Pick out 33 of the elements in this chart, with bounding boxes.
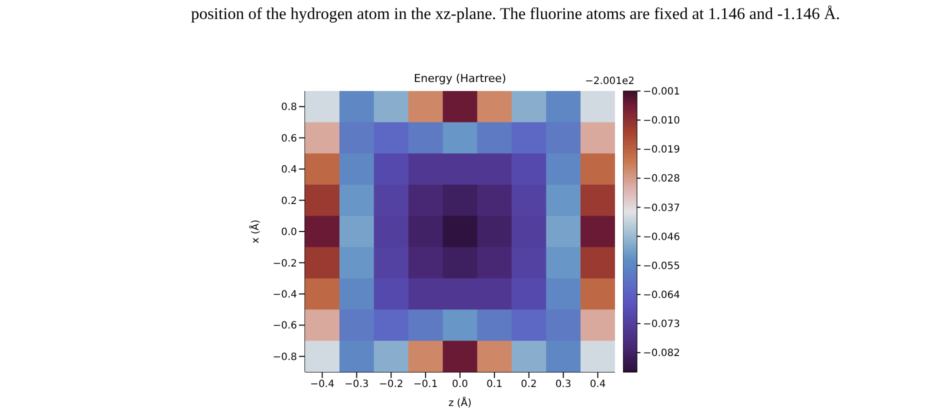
x-tick-label: 0.4 (590, 379, 606, 390)
color-bar-label: −0.001 (643, 86, 680, 98)
x-tick-label: 0.1 (486, 379, 502, 390)
y-tick-label: 0.6 (281, 133, 297, 144)
color-bar-label: −0.064 (643, 290, 680, 301)
x-tick-label: 0.0 (452, 379, 468, 390)
x-tick-label: 0.3 (555, 379, 572, 390)
y-tick-label: −0.2 (272, 258, 297, 270)
x-axis-title: z (Å) (448, 396, 472, 408)
color-bar-label: −0.019 (643, 144, 680, 156)
text: −2.001e2 (585, 76, 635, 87)
y-tick-label: −0.6 (272, 320, 297, 332)
x-tick-label: 0.2 (520, 379, 537, 390)
y-tick-label: 0.2 (281, 196, 297, 207)
y-tick-label: −0.8 (272, 352, 297, 363)
y-tick-label: −0.4 (272, 289, 297, 300)
x-tick-label: −0.4 (310, 379, 334, 390)
color-bar-label: −0.046 (643, 232, 680, 243)
color-bar-label: −0.010 (643, 116, 680, 127)
text: position of the hydrogen atom in the xz-plane. The fluorine atoms are fixed at 1.146 and -1.146 Å. (191, 4, 840, 24)
color-bar-label: −0.055 (643, 260, 680, 272)
color-bar-label: −0.037 (643, 202, 680, 214)
x-tick-label: −0.1 (413, 379, 438, 390)
color-bar-label: −0.073 (643, 319, 680, 330)
y-tick-label: 0.4 (281, 164, 297, 176)
y-tick-label: 0.0 (281, 227, 297, 238)
color-bar-label: −0.028 (643, 174, 680, 185)
x-tick-label: −0.3 (344, 379, 369, 390)
chart-title: Energy (Hartree) (414, 72, 506, 85)
color-bar-label: −0.082 (643, 348, 680, 360)
y-tick-label: 0.8 (281, 102, 297, 114)
y-axis-title: x (Å) (248, 220, 262, 244)
x-tick-label: −0.2 (378, 379, 404, 390)
